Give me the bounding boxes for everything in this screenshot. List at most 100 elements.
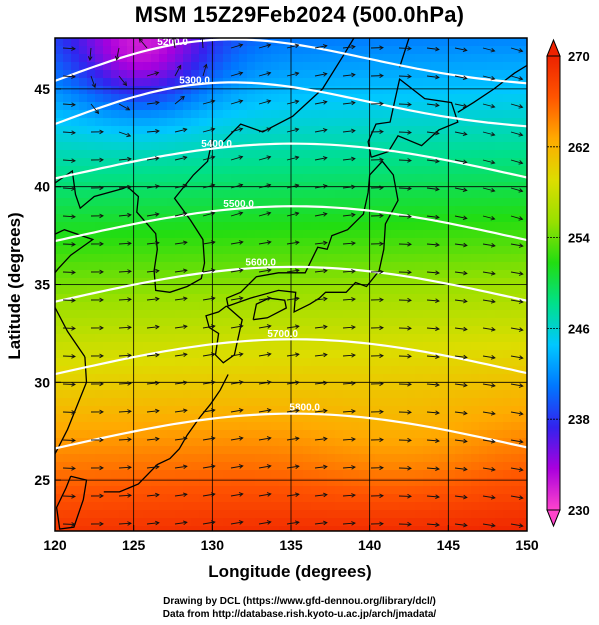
wind-arrowhead (379, 101, 384, 106)
wind-arrow (118, 103, 130, 111)
wind-arrow (174, 521, 187, 525)
wind-arrowhead (155, 324, 160, 330)
wind-arrowhead (182, 408, 188, 414)
wind-arrowhead (518, 523, 524, 528)
wind-arrowhead (210, 464, 216, 469)
coastlines (55, 38, 527, 530)
wind-arrowhead (138, 38, 144, 43)
wind-arrowhead (71, 494, 76, 499)
wind-arrowhead (210, 296, 216, 301)
colorbar-tick-label: 246 (568, 321, 590, 336)
wind-arrowhead (490, 467, 496, 472)
wind-arrowhead (435, 270, 440, 276)
wind-arrow (510, 215, 523, 220)
wind-arrowhead (463, 270, 468, 276)
wind-arrow (62, 299, 76, 301)
wind-arrowhead (379, 129, 384, 134)
wind-arrow (482, 327, 495, 331)
wind-arrowhead (351, 269, 356, 274)
wind-arrowhead (177, 64, 182, 70)
wind-arrow (202, 465, 215, 469)
wind-arrow (62, 411, 76, 413)
wind-arrowhead (182, 436, 188, 442)
wind-arrowhead (435, 522, 440, 528)
wind-arrow (454, 467, 467, 470)
wind-arrowhead (238, 43, 244, 48)
wind-arrowhead (435, 438, 440, 444)
wind-arrowhead (114, 55, 120, 61)
wind-arrowhead (154, 184, 160, 189)
wind-arrow (62, 495, 76, 497)
wind-streamlines (62, 38, 524, 528)
wind-arrow (258, 493, 271, 497)
colorbar-tick-label: 254 (568, 231, 590, 246)
wind-arrowhead (127, 437, 132, 442)
shikoku-coast (252, 297, 288, 321)
wind-arrowhead (379, 409, 384, 415)
wind-arrowhead (351, 100, 356, 106)
colorbar-tick-label: 238 (568, 412, 590, 427)
wind-arrowhead (210, 211, 216, 216)
wind-arrowhead (99, 325, 104, 331)
wind-arrowhead (462, 47, 468, 53)
wind-arrow (398, 103, 412, 106)
wind-arrow (510, 159, 523, 164)
wind-arrowhead (99, 185, 104, 191)
contour-label: 5600.0 (245, 258, 276, 269)
wind-arrow (426, 495, 440, 498)
wind-arrow (286, 353, 299, 357)
wind-arrowhead (462, 131, 468, 137)
wind-arrow (62, 355, 76, 357)
colorbar-max-triangle (546, 38, 561, 57)
wind-arrowhead (238, 240, 244, 245)
colorbar-min-triangle (546, 509, 561, 528)
wind-arrow (146, 522, 159, 525)
wind-arrowhead (294, 155, 300, 161)
wind-arrowhead (182, 127, 188, 133)
wind-arrow (426, 383, 440, 386)
colorbar-ticks: 230 238 246 254 262 270 (547, 49, 590, 518)
wind-arrowhead (490, 411, 496, 416)
wind-arrow (426, 467, 440, 470)
wind-arrowhead (238, 71, 244, 76)
wind-arrowhead (323, 352, 328, 358)
wind-arrow (174, 184, 187, 189)
wind-arrowhead (435, 130, 440, 136)
wind-arrowhead (155, 520, 160, 526)
wind-arrow (258, 465, 271, 469)
wind-arrowhead (351, 241, 356, 246)
wind-arrowhead (294, 268, 300, 273)
wind-arrowhead (435, 298, 440, 304)
wind-arrowhead (266, 183, 272, 188)
wind-arrow (230, 297, 243, 301)
wind-arrow (482, 131, 495, 136)
wind-arrowhead (71, 130, 76, 135)
wind-arrowhead (182, 352, 188, 358)
wind-arrow (426, 103, 439, 106)
wind-arrow (230, 241, 243, 245)
wind-arrowhead (379, 353, 384, 359)
wind-arrow (426, 215, 439, 218)
wind-arrowhead (266, 268, 272, 273)
wind-arrow (230, 156, 243, 161)
wind-arrowhead (294, 71, 300, 77)
wind-arrow (174, 65, 182, 77)
wind-arrowhead (71, 298, 76, 303)
wind-arrow (314, 410, 327, 413)
wind-arrow (230, 212, 243, 217)
wind-arrow (342, 242, 356, 245)
wind-arrowhead (71, 242, 76, 247)
wind-arrow (118, 75, 127, 86)
wind-arrowhead (435, 410, 440, 416)
wind-arrow (146, 438, 159, 441)
wind-arrow (398, 47, 412, 50)
taiwan-coast (55, 475, 88, 530)
x-axis-label: Longitude (degrees) (208, 562, 371, 581)
wind-arrowhead (71, 410, 76, 415)
wind-arrowhead (351, 72, 356, 78)
wind-arrowhead (210, 352, 216, 357)
wind-arrow (342, 522, 356, 525)
wind-arrowhead (182, 155, 188, 161)
wind-arrowhead (379, 381, 384, 387)
wind-arrowhead (407, 186, 412, 191)
